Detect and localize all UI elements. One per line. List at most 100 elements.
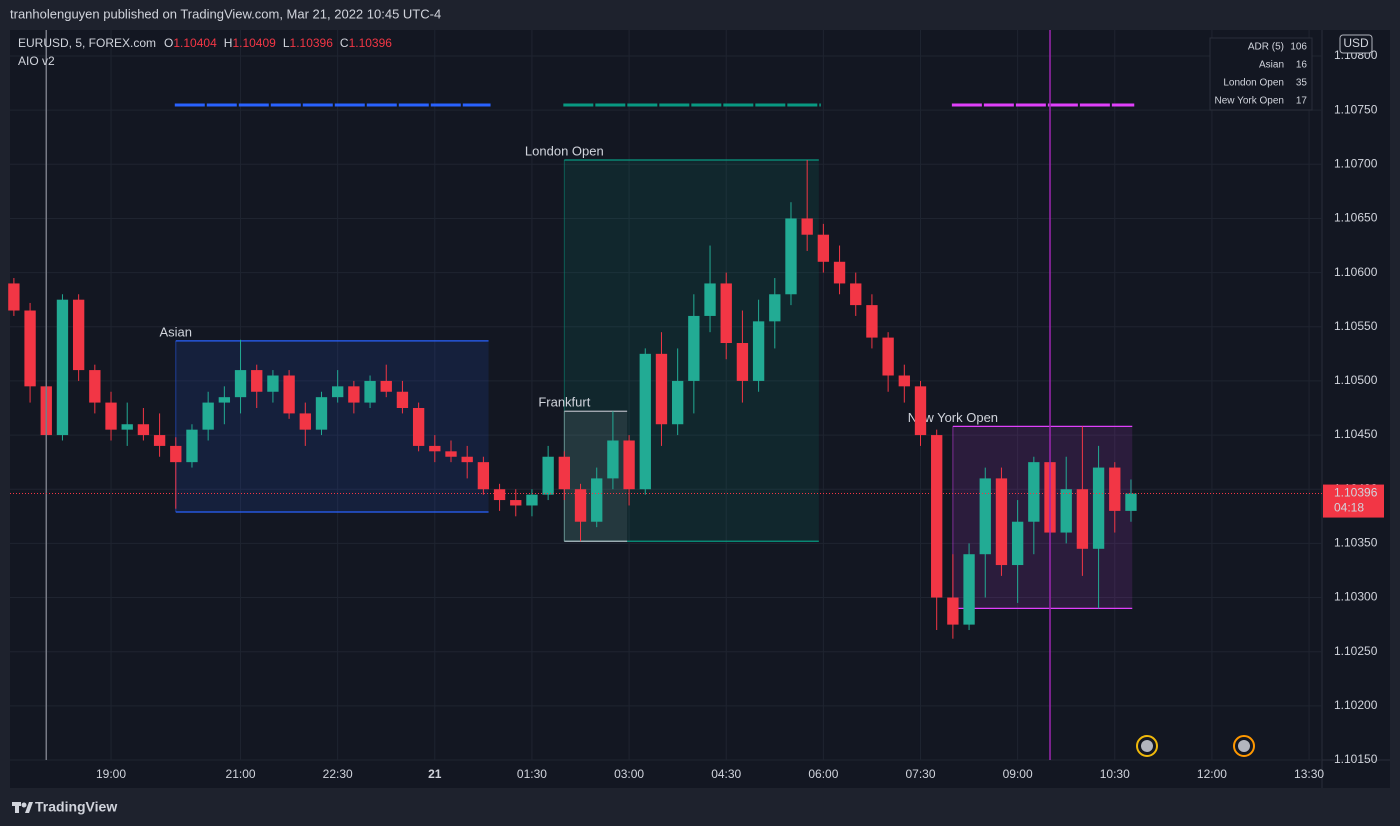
candle-body [510, 500, 522, 506]
legend-value: 17 [1296, 96, 1308, 107]
legend-name: Asian [1259, 60, 1284, 71]
candle-body [332, 386, 344, 398]
candle-body [429, 445, 441, 452]
session-label: New York Open [908, 410, 998, 425]
countdown: 04:18 [1334, 501, 1364, 515]
candle-body [671, 380, 684, 425]
candle-body [963, 554, 975, 625]
candle-body [574, 489, 587, 522]
x-tick-label: 13:30 [1294, 767, 1324, 781]
adr-value: 106 [1290, 42, 1307, 53]
candle-body [396, 391, 409, 408]
candle-body [1109, 467, 1121, 511]
grid: 1.10150 1.10200 1.10250 1.10300 1.10350 1.104… [10, 30, 1378, 781]
candle-body [639, 353, 651, 490]
candle-body [947, 597, 959, 625]
x-tick-label: 19:00 [96, 767, 126, 781]
adr-label: ADR (5) [1248, 42, 1284, 53]
candle-body [267, 375, 279, 392]
x-tick-label: 04:30 [711, 767, 741, 781]
candle-body [931, 435, 943, 598]
y-tick-label: 1.10350 [1334, 536, 1378, 550]
symbol-line: EURUSD, 5, FOREX.com O1.10404 H1.10409 L1.1… [18, 36, 392, 50]
candle-body [866, 305, 878, 338]
ohlc-label: H [224, 36, 233, 50]
candle-body [1125, 493, 1137, 511]
candle-body [380, 380, 392, 392]
candle-body [315, 397, 328, 430]
x-tick-label: 09:00 [1003, 767, 1033, 781]
candle-body [153, 435, 166, 446]
y-tick-label: 1.10650 [1334, 211, 1378, 225]
candle-body [186, 429, 198, 463]
x-tick-label: 07:30 [905, 767, 935, 781]
y-tick-label: 1.10150 [1334, 752, 1378, 766]
candle-body [558, 456, 570, 490]
y-tick-label: 1.10600 [1334, 265, 1378, 279]
price-label: 1.10396 [1334, 486, 1378, 500]
symbol: EURUSD, 5, FOREX.com [18, 36, 156, 50]
candle-body [89, 370, 101, 403]
ohlc-label: O [164, 36, 173, 50]
candle-body [979, 478, 991, 555]
session-label: London Open [525, 143, 604, 158]
candle-body [817, 234, 830, 262]
candle-body [704, 283, 716, 316]
legend-value: 16 [1296, 60, 1308, 71]
y-tick-label: 1.10300 [1334, 590, 1378, 604]
session-label: Asian [160, 324, 193, 339]
candle-body [299, 413, 311, 430]
x-tick-label: 01:30 [517, 767, 547, 781]
candle-body [882, 337, 894, 376]
price-label-box [1323, 484, 1384, 518]
flag [1141, 740, 1153, 752]
candle-body [251, 370, 263, 392]
legend-value: 35 [1296, 78, 1308, 89]
y-tick-label: 1.10550 [1334, 319, 1378, 333]
candle-body [234, 370, 247, 398]
candle-body [914, 386, 927, 436]
candle-body [1060, 489, 1072, 533]
candle-body [736, 343, 749, 381]
candle-body [623, 440, 635, 490]
candle-body [995, 478, 1008, 566]
y-tick-label: 1.10200 [1334, 698, 1378, 712]
ohlc: O1.10404 H1.10409 L1.10396 C1.10396 [164, 36, 392, 50]
candle-body [24, 310, 36, 387]
candle-body [542, 456, 554, 495]
candle-body [72, 299, 85, 371]
candle-body [218, 397, 231, 403]
candle-body [348, 386, 360, 403]
ohlc-value: 1.10409 [232, 36, 276, 50]
x-tick-label: 21:00 [226, 767, 256, 781]
y-tick-label: 1.10700 [1334, 156, 1378, 170]
candle-body [801, 218, 813, 235]
candle-body [1011, 521, 1024, 566]
y-tick-label: 1.10250 [1334, 644, 1378, 658]
candle-body [1092, 467, 1105, 549]
ohlc-value: 1.10396 [349, 36, 393, 50]
candle-body [105, 402, 117, 430]
candle-body [720, 283, 732, 344]
candle-body [785, 218, 797, 295]
x-tick-label: 12:00 [1197, 767, 1227, 781]
session-box [175, 340, 489, 512]
currency-box[interactable] [1339, 34, 1373, 54]
sessions: Asian London Open Frankfurt New York Open [160, 103, 1135, 610]
candle-body [655, 353, 668, 425]
candle-body [1028, 462, 1040, 522]
candle-body [850, 283, 862, 306]
x-tick-label: 03:00 [614, 767, 644, 781]
candle-body [752, 321, 765, 381]
x-tick-label: 21 [428, 767, 442, 781]
x-tick-label: 22:30 [323, 767, 353, 781]
candle-body [461, 456, 473, 463]
candle-body [202, 402, 214, 430]
footer-brand: TradingView [35, 799, 117, 815]
legend-box [1209, 37, 1313, 111]
candle-body [412, 407, 425, 446]
candle-body [137, 424, 150, 436]
session-label: Frankfurt [538, 395, 590, 410]
candle-body [364, 380, 376, 403]
